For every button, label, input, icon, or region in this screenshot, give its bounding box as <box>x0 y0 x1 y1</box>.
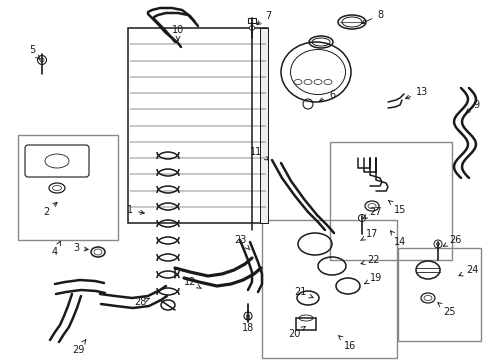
Text: 3: 3 <box>73 243 88 253</box>
Text: 17: 17 <box>360 229 377 240</box>
Bar <box>397 248 480 341</box>
Bar <box>329 142 451 260</box>
Bar <box>262 220 396 358</box>
Text: 13: 13 <box>405 87 427 99</box>
Bar <box>18 135 118 240</box>
Text: 22: 22 <box>360 255 380 265</box>
Circle shape <box>244 312 251 320</box>
Text: 14: 14 <box>389 231 406 247</box>
Circle shape <box>436 243 439 246</box>
Circle shape <box>358 215 365 221</box>
Text: 2: 2 <box>43 202 57 217</box>
Text: 26: 26 <box>442 235 460 246</box>
Text: 4: 4 <box>52 241 60 257</box>
Text: 15: 15 <box>388 201 406 215</box>
Bar <box>128 28 267 223</box>
Circle shape <box>433 240 441 248</box>
Bar <box>247 18 256 23</box>
Text: 16: 16 <box>338 336 355 351</box>
Text: 7: 7 <box>257 11 270 24</box>
Text: 9: 9 <box>465 100 478 113</box>
Text: 29: 29 <box>72 340 86 355</box>
Text: 12: 12 <box>183 277 201 288</box>
Text: 8: 8 <box>361 10 382 24</box>
Text: 28: 28 <box>134 297 149 307</box>
Bar <box>260 28 267 223</box>
Text: 18: 18 <box>242 316 254 333</box>
Circle shape <box>246 315 249 318</box>
Circle shape <box>249 26 254 31</box>
Text: 19: 19 <box>364 273 381 284</box>
Text: 11: 11 <box>249 147 268 160</box>
Text: 23: 23 <box>233 235 249 250</box>
Text: 21: 21 <box>293 287 312 298</box>
Text: 20: 20 <box>287 327 305 339</box>
Text: 27: 27 <box>363 207 381 218</box>
Bar <box>295 318 315 330</box>
Text: 6: 6 <box>319 90 334 101</box>
Text: 5: 5 <box>29 45 40 59</box>
Text: 24: 24 <box>458 265 477 276</box>
Text: 25: 25 <box>437 303 455 317</box>
Text: 10: 10 <box>171 25 184 41</box>
Text: 1: 1 <box>127 205 144 215</box>
